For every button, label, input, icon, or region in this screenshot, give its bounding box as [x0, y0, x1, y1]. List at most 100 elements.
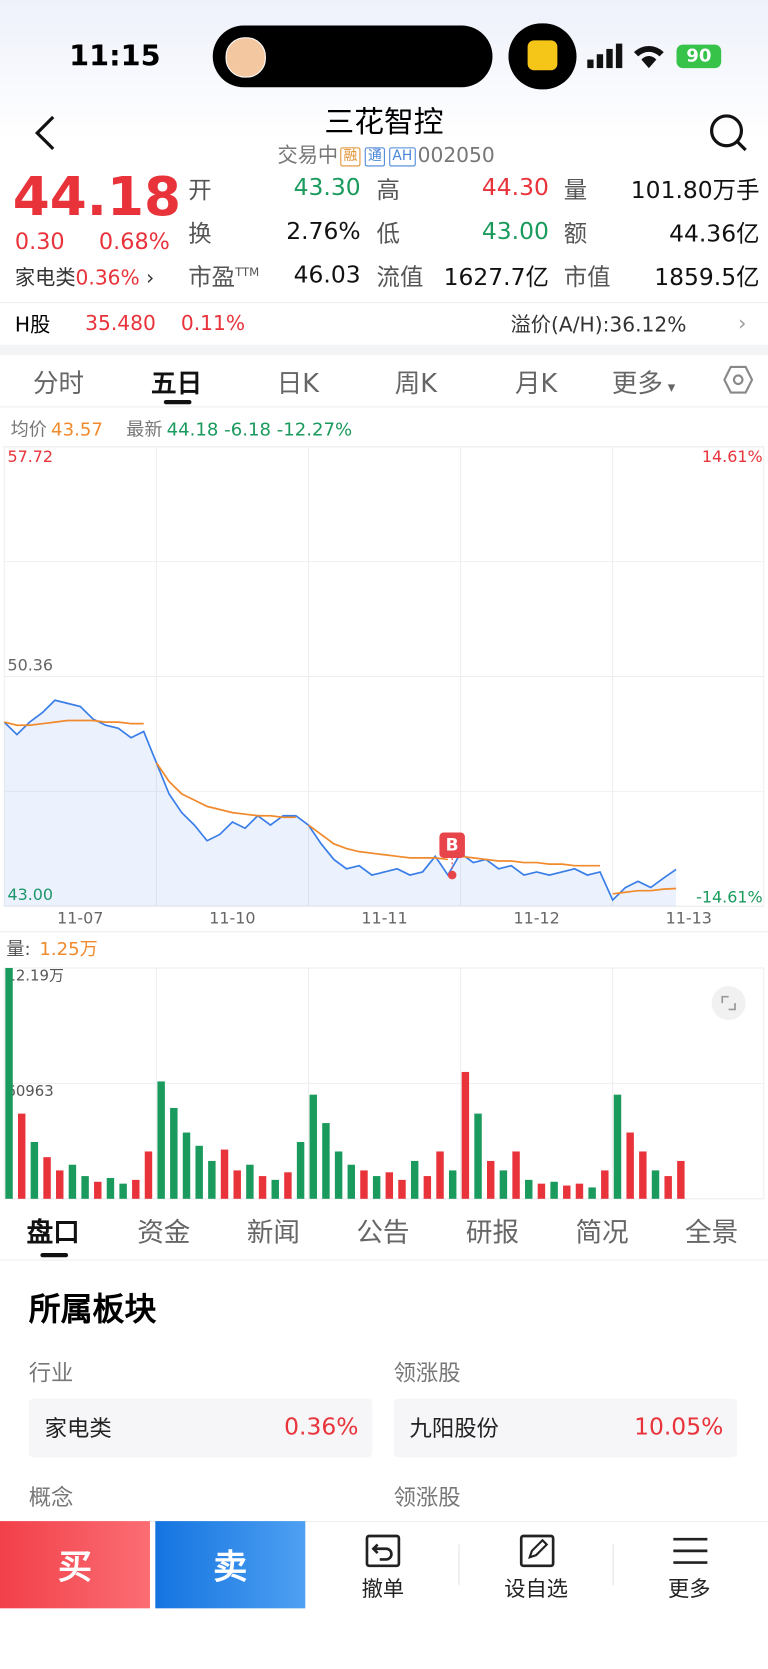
stat-label: 市盈TTM	[188, 264, 260, 292]
divider	[0, 406, 768, 408]
h-label: H股	[14, 313, 51, 337]
trading-status: 交易中	[277, 144, 339, 168]
volume-bar	[601, 1170, 609, 1199]
chart-tab[interactable]: 日K	[276, 368, 319, 399]
group-label: 领涨股	[393, 1360, 461, 1387]
group-value: 0.36%	[284, 1414, 359, 1441]
volume-bar	[94, 1181, 102, 1199]
group-label: 行业	[28, 1360, 74, 1387]
stat-value: 1627.7亿	[443, 264, 549, 292]
volume-bar	[157, 1081, 165, 1199]
volume-bar	[170, 1107, 178, 1199]
stat-label: 量	[563, 177, 588, 205]
volume-bar	[271, 1179, 279, 1199]
y-tick-label: 50.36	[7, 655, 53, 674]
x-tick-label: 11-11	[361, 909, 407, 928]
volume-bar	[334, 1151, 343, 1199]
detail-tab[interactable]: 盘口	[26, 1216, 80, 1248]
group-value: 10.05%	[634, 1414, 724, 1441]
trade-dot	[447, 870, 457, 880]
volume-bar	[106, 1177, 115, 1199]
volume-bar	[5, 967, 13, 1199]
group-name: 九阳股份	[409, 1415, 499, 1442]
chevron: ›	[738, 311, 747, 336]
volume-bar	[360, 1170, 368, 1199]
group-card[interactable]	[393, 1398, 738, 1458]
detail-tab[interactable]: 研报	[465, 1216, 520, 1248]
stat-value: 101.80万手	[630, 177, 760, 205]
sell-button[interactable]: 卖	[155, 1521, 306, 1609]
more-icon	[673, 1537, 708, 1564]
buy-button[interactable]: 买	[0, 1521, 150, 1609]
detail-tab[interactable]: 简况	[575, 1216, 629, 1248]
volume-bar	[347, 1164, 356, 1199]
action-label[interactable]: 设自选	[504, 1575, 569, 1602]
back-button[interactable]	[32, 115, 58, 151]
y2-tick-label: 14.61%	[702, 447, 763, 466]
volume-bar	[677, 1160, 685, 1199]
stat-value: 46.03	[293, 262, 361, 289]
sector-name: 家电类	[14, 266, 76, 290]
price-line	[3, 699, 677, 902]
sector[interactable]: 家电类0.36% ›	[14, 266, 155, 290]
stat-value: 2.76%	[286, 218, 361, 246]
x-tick-label: 11-13	[666, 909, 712, 928]
stat-value: 1859.5亿	[654, 264, 760, 292]
chart-tab[interactable]: 更多 ▾	[611, 368, 676, 399]
detail-tab[interactable]: 新闻	[246, 1216, 300, 1248]
volume-bar	[322, 1123, 330, 1199]
sector-pct: 0.36%	[75, 266, 140, 290]
volume-bar	[512, 1151, 520, 1199]
stat-label: 市值	[563, 264, 611, 292]
divider	[0, 302, 768, 304]
volume-bar	[474, 1113, 482, 1199]
expand-button[interactable]	[711, 986, 746, 1021]
volume-bar	[195, 1145, 203, 1199]
legend-value: 43.57	[51, 419, 103, 441]
action-label[interactable]: 更多	[668, 1575, 711, 1602]
chart-tab[interactable]: 五日	[151, 368, 203, 399]
stock-code: 002050	[417, 144, 495, 168]
action-label[interactable]: 撤单	[361, 1575, 405, 1602]
stat-label: 高	[376, 177, 400, 205]
volume-bar	[550, 1181, 558, 1199]
badge: AH	[389, 146, 416, 166]
volume-bar	[423, 1176, 432, 1199]
premium: 溢价(A/H):36.12%	[510, 313, 687, 337]
detail-tab[interactable]: 全景	[685, 1216, 739, 1248]
cancel-icon	[365, 1534, 401, 1568]
badge: 通	[364, 146, 385, 166]
tab-underline	[163, 399, 192, 405]
volume-bar	[132, 1179, 140, 1199]
volume-bar	[448, 1170, 457, 1199]
chart-tab[interactable]: 分时	[32, 368, 85, 399]
settings-icon[interactable]	[723, 365, 754, 395]
group-label: 领涨股	[393, 1484, 461, 1511]
volume-bar	[626, 1132, 634, 1199]
volume-bar	[525, 1179, 533, 1199]
trade-badge	[439, 832, 465, 859]
x-tick-label: 11-10	[209, 909, 255, 928]
volume-bar	[461, 1071, 470, 1199]
detail-tab[interactable]: 资金	[137, 1216, 191, 1248]
volume-bar	[613, 1094, 622, 1199]
stat-label: 低	[376, 221, 400, 248]
chart-tab[interactable]: 周K	[394, 368, 438, 399]
stat-value: 44.36亿	[669, 221, 760, 248]
price-area	[4, 700, 677, 907]
group-card[interactable]	[28, 1398, 373, 1458]
detail-tab[interactable]: 公告	[356, 1216, 410, 1248]
chart-tab[interactable]: 月K	[514, 368, 558, 399]
legend: 均价 43.57 最新 44.18 -6.18 -12.27%	[11, 414, 376, 441]
search-button[interactable]	[708, 113, 748, 153]
volume-bar	[410, 1160, 419, 1199]
avg-line	[4, 719, 677, 895]
stat-label: 额	[563, 221, 588, 248]
x-tick-label: 11-12	[513, 909, 559, 928]
stat-value: 43.00	[481, 218, 549, 246]
stock-title: 三花智控	[324, 104, 444, 140]
legend-name: 最新	[126, 419, 163, 441]
volume-bar	[499, 1170, 508, 1199]
y-tick-label: 12.19万	[6, 966, 63, 984]
